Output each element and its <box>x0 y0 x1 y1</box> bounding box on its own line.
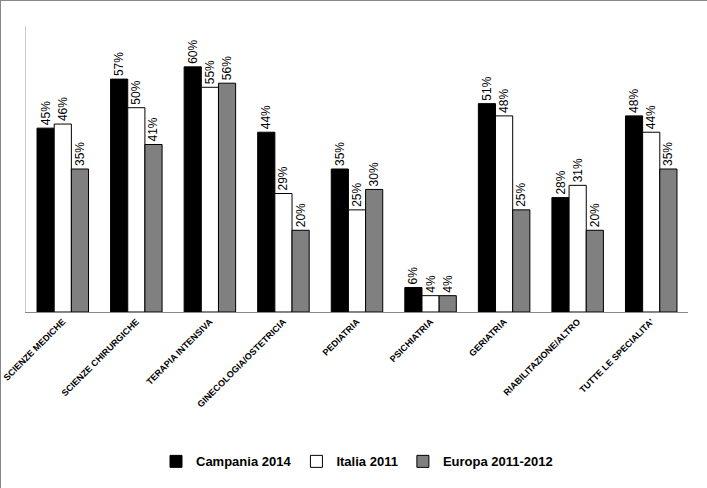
svg-text:56%: 56% <box>220 56 234 80</box>
svg-text:GERIATRIA: GERIATRIA <box>467 316 509 358</box>
svg-text:29%: 29% <box>276 166 290 190</box>
svg-text:25%: 25% <box>350 183 364 207</box>
svg-text:SCIENZE CHIRURGICHE: SCIENZE CHIRURGICHE <box>60 317 141 398</box>
svg-text:50%: 50% <box>129 80 143 104</box>
svg-text:55%: 55% <box>203 60 217 84</box>
svg-text:44%: 44% <box>644 105 658 129</box>
svg-text:20%: 20% <box>588 203 602 227</box>
svg-text:20%: 20% <box>294 203 308 227</box>
svg-text:Italia 2011: Italia 2011 <box>336 454 397 469</box>
svg-text:60%: 60% <box>186 40 200 64</box>
svg-text:GINECOLOGIA/OSTETRICIA: GINECOLOGIA/OSTETRICIA <box>195 316 288 409</box>
svg-text:57%: 57% <box>112 52 126 76</box>
svg-text:48%: 48% <box>627 89 641 113</box>
svg-text:30%: 30% <box>367 162 381 186</box>
svg-text:TUTTE LE SPECIALITA': TUTTE LE SPECIALITA' <box>578 317 656 395</box>
svg-text:Campania 2014: Campania 2014 <box>196 454 291 469</box>
svg-text:RIABILITAZIONE/ALTRO: RIABILITAZIONE/ALTRO <box>502 317 583 398</box>
svg-text:44%: 44% <box>259 105 273 129</box>
svg-text:4%: 4% <box>424 275 438 293</box>
svg-text:51%: 51% <box>480 76 494 100</box>
svg-text:48%: 48% <box>497 89 511 113</box>
svg-text:28%: 28% <box>554 170 568 194</box>
svg-text:25%: 25% <box>514 183 528 207</box>
svg-text:TERAPIA INTENSIVA: TERAPIA INTENSIVA <box>144 316 214 386</box>
svg-text:6%: 6% <box>406 267 420 285</box>
svg-text:31%: 31% <box>571 158 585 182</box>
svg-text:Europa 2011-2012: Europa 2011-2012 <box>443 454 553 469</box>
svg-text:SCIENZE MEDICHE: SCIENZE MEDICHE <box>2 317 68 383</box>
svg-text:41%: 41% <box>146 117 160 141</box>
svg-text:PEDIATRIA: PEDIATRIA <box>321 316 362 357</box>
svg-text:4%: 4% <box>441 275 455 293</box>
svg-text:PSICHIATRIA: PSICHIATRIA <box>388 316 436 364</box>
svg-text:35%: 35% <box>73 142 87 166</box>
svg-text:35%: 35% <box>333 142 347 166</box>
svg-text:45%: 45% <box>39 101 53 125</box>
svg-text:46%: 46% <box>56 97 70 121</box>
svg-text:35%: 35% <box>661 142 675 166</box>
